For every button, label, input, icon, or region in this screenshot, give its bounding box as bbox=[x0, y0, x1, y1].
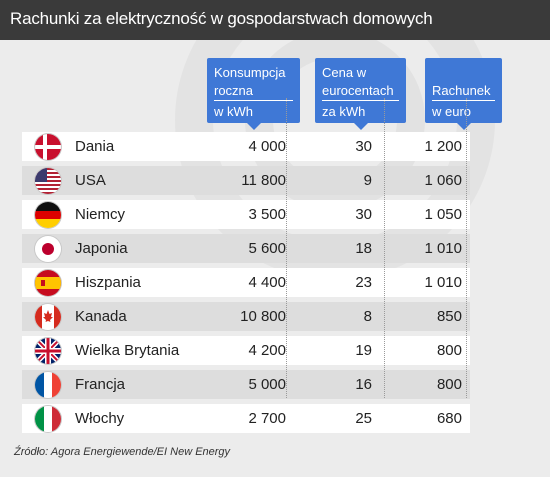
price-value: 18 bbox=[355, 240, 372, 257]
country-name: Hiszpania bbox=[75, 274, 141, 291]
price-value: 9 bbox=[363, 172, 372, 189]
bill-value: 850 bbox=[436, 308, 462, 325]
consumption-value: 4 200 bbox=[248, 342, 286, 359]
country-name: Dania bbox=[75, 138, 115, 155]
column-header-bill: Rachunek w euro bbox=[425, 58, 502, 130]
header-line: Cena w bbox=[322, 65, 367, 80]
price-value: 30 bbox=[355, 206, 372, 223]
header-line: Rachunek bbox=[432, 82, 495, 101]
germany-flag-icon bbox=[35, 202, 61, 228]
bill-value: 800 bbox=[436, 376, 462, 393]
canada-flag-icon bbox=[35, 304, 61, 330]
consumption-value: 5 000 bbox=[248, 376, 286, 393]
price-value: 30 bbox=[355, 138, 372, 155]
table-row: Dania 4 000 30 1 200 bbox=[22, 132, 470, 161]
uk-flag-icon bbox=[35, 338, 61, 364]
consumption-value: 4 000 bbox=[248, 138, 286, 155]
price-value: 8 bbox=[363, 308, 372, 325]
denmark-flag-icon bbox=[35, 134, 61, 160]
bill-value: 680 bbox=[436, 410, 462, 427]
table-row: Francja 5 000 16 800 bbox=[22, 370, 470, 399]
spain-flag-icon bbox=[35, 270, 61, 296]
bill-value: 1 200 bbox=[424, 138, 462, 155]
price-value: 19 bbox=[355, 342, 372, 359]
table-row: Włochy 2 700 25 680 bbox=[22, 404, 470, 433]
header-line: roczna bbox=[214, 82, 293, 101]
header-line: w kWh bbox=[214, 104, 253, 119]
country-name: Wielka Brytania bbox=[75, 342, 180, 359]
price-value: 25 bbox=[355, 410, 372, 427]
bill-value: 800 bbox=[436, 342, 462, 359]
table-row: Japonia 5 600 18 1 010 bbox=[22, 234, 470, 263]
country-name: Japonia bbox=[75, 240, 128, 257]
header-pointer bbox=[246, 123, 261, 130]
header-line: w euro bbox=[432, 104, 472, 119]
bill-value: 1 010 bbox=[424, 274, 462, 291]
table-row: USA 11 800 9 1 060 bbox=[22, 166, 470, 195]
header-pointer bbox=[353, 123, 368, 130]
price-value: 16 bbox=[355, 376, 372, 393]
country-name: Francja bbox=[75, 376, 126, 393]
consumption-value: 11 800 bbox=[241, 172, 286, 189]
header-line: za kWh bbox=[322, 104, 366, 119]
consumption-value: 5 600 bbox=[248, 240, 286, 257]
consumption-value: 2 700 bbox=[248, 410, 286, 427]
consumption-value: 4 400 bbox=[248, 274, 286, 291]
consumption-value: 10 800 bbox=[240, 308, 286, 325]
country-name: Kanada bbox=[75, 308, 127, 325]
column-divider bbox=[384, 98, 385, 398]
country-name: Włochy bbox=[75, 410, 125, 427]
price-value: 23 bbox=[355, 274, 372, 291]
title-bar: Rachunki za elektryczność w gospodarstwa… bbox=[0, 0, 550, 40]
country-name: Niemcy bbox=[75, 206, 126, 223]
header-pointer bbox=[456, 123, 471, 130]
bill-value: 1 050 bbox=[424, 206, 462, 223]
column-header-price: Cena w eurocentach za kWh bbox=[315, 58, 406, 130]
bill-value: 1 010 bbox=[424, 240, 462, 257]
consumption-value: 3 500 bbox=[248, 206, 286, 223]
bill-value: 1 060 bbox=[424, 172, 462, 189]
chart-title: Rachunki za elektryczność w gospodarstwa… bbox=[10, 9, 433, 28]
header-line: eurocentach bbox=[322, 82, 399, 101]
japan-flag-icon bbox=[35, 236, 61, 262]
column-divider bbox=[286, 98, 287, 398]
column-divider bbox=[466, 98, 467, 398]
source-note: Źródło: Agora Energiewende/EI New Energy bbox=[14, 446, 231, 458]
table-row: Hiszpania 4 400 23 1 010 bbox=[22, 268, 470, 297]
table-row: Wielka Brytania 4 200 19 800 bbox=[22, 336, 470, 365]
column-header-consumption: Konsumpcja roczna w kWh bbox=[207, 58, 300, 130]
france-flag-icon bbox=[35, 372, 61, 398]
country-name: USA bbox=[75, 172, 106, 189]
table-row: Niemcy 3 500 30 1 050 bbox=[22, 200, 470, 229]
italy-flag-icon bbox=[35, 406, 61, 432]
table-row: Kanada 10 800 8 850 bbox=[22, 302, 470, 331]
header-line: Konsumpcja bbox=[214, 65, 286, 80]
usa-flag-icon bbox=[35, 168, 61, 194]
